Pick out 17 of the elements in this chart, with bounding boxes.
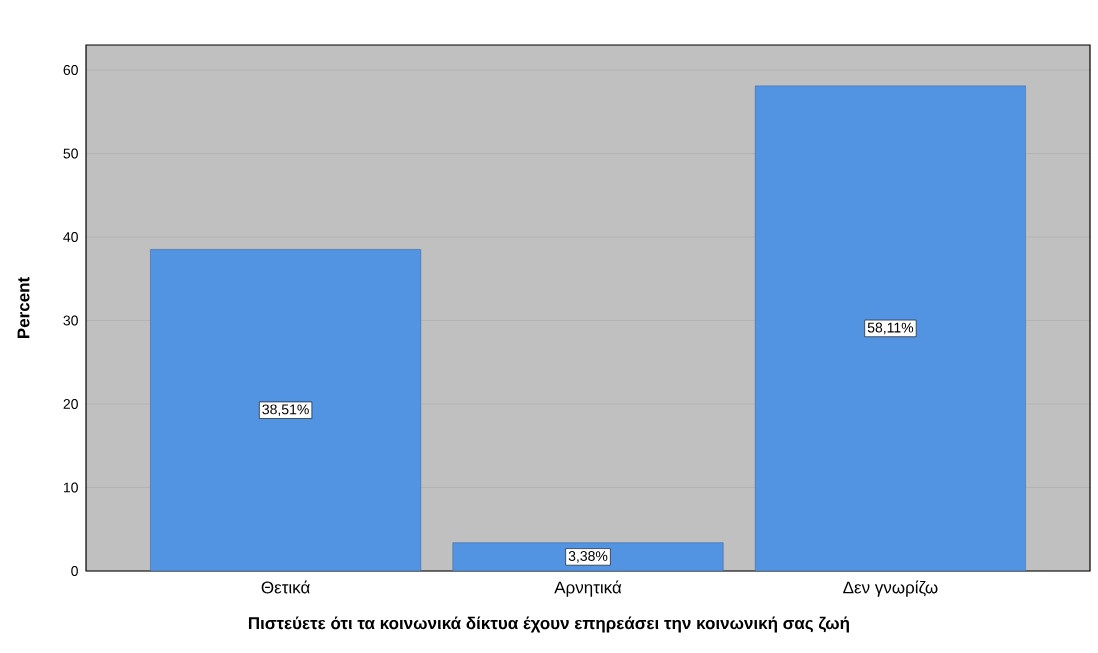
- y-tick-label: 50: [63, 148, 78, 159]
- x-tick-label: Αρνητικά: [554, 580, 622, 597]
- y-tick-label: 30: [63, 315, 78, 326]
- y-tick-label: 0: [71, 566, 78, 576]
- data-label: 58,11%: [867, 322, 914, 335]
- x-tick-label: Θετικά: [261, 580, 310, 594]
- bar: [150, 249, 421, 571]
- x-axis-title: Πιστεύετε ότι τα κοινωνικά δίκτυα έχουν επηρεάσει την κοινωνική σας ζωή: [248, 616, 849, 633]
- data-label: 38,51%: [262, 404, 309, 417]
- y-tick-label: 10: [63, 482, 78, 493]
- x-tick-label: Δεν γνωρίζω: [843, 580, 938, 597]
- y-tick-label: 60: [63, 65, 78, 75]
- y-tick-label: 20: [63, 399, 78, 409]
- y-tick-label: 40: [63, 232, 78, 242]
- data-label: 3,38%: [568, 551, 608, 563]
- y-axis-title: Percent: [17, 277, 30, 339]
- bar: [754, 85, 1026, 571]
